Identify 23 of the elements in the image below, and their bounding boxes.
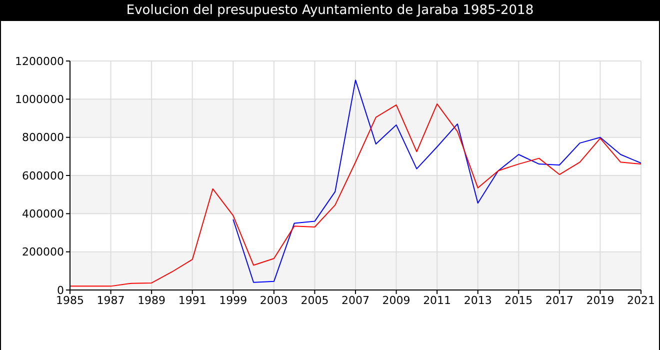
x-tick-label: 1987	[96, 294, 125, 307]
x-tick-label: 2005	[300, 294, 329, 307]
y-tick-label: 1200000	[15, 54, 64, 68]
x-tick-label: 2021	[627, 294, 655, 307]
x-tick-label: 2015	[504, 294, 533, 307]
line-series	[232, 80, 641, 283]
x-tick-label: 2017	[545, 294, 574, 307]
y-tick-label: 200000	[22, 246, 64, 259]
x-tick-label: 2009	[382, 294, 410, 307]
x-tick-label: 1991	[178, 294, 206, 307]
x-tick-label: 2011	[423, 294, 452, 307]
y-tick-label: 1000000	[15, 93, 64, 106]
x-tick-label: 2003	[260, 294, 288, 307]
line-series	[70, 103, 641, 287]
x-tick-label: 2013	[464, 294, 492, 307]
x-tick-label: 2019	[586, 294, 614, 307]
y-tick-label: 800000	[22, 131, 64, 144]
x-tick-label: 2007	[342, 294, 370, 307]
y-tick-label: 400000	[22, 208, 64, 221]
x-tick-label: 1989	[138, 294, 166, 307]
x-tick-label: 1999	[219, 294, 248, 307]
y-tick-label: 600000	[22, 169, 64, 182]
chart-title: Evolucion del presupuesto Ayuntamiento de Jaraba 1985-2018	[0, 0, 660, 21]
